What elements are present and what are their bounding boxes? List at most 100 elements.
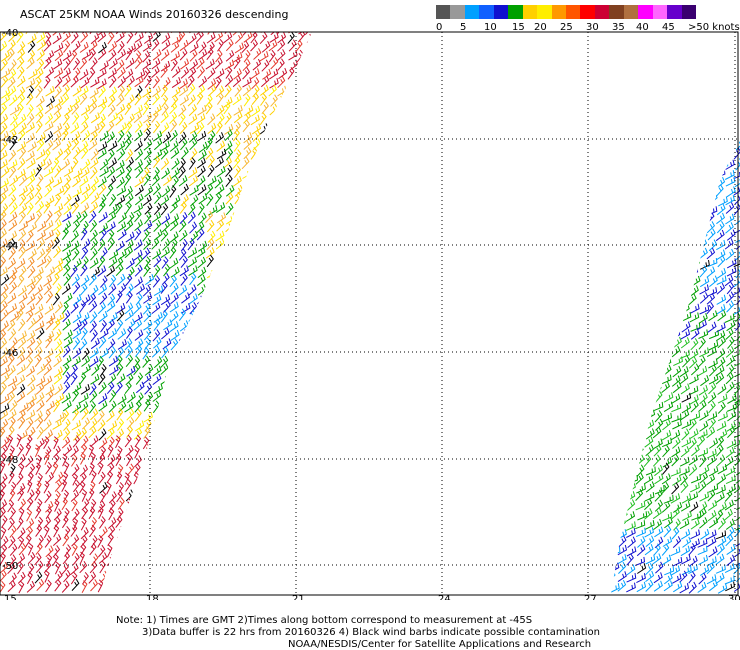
wind-barb <box>53 508 62 521</box>
wind-barb <box>133 239 143 251</box>
wind-barb <box>26 113 35 126</box>
wind-barb <box>277 348 288 359</box>
wind-barb <box>89 201 99 214</box>
wind-barb <box>661 473 671 485</box>
wind-barb <box>626 491 636 502</box>
wind-barb <box>690 338 699 351</box>
wind-barb <box>17 285 27 297</box>
wind-barb <box>286 150 296 162</box>
wind-barb <box>644 285 654 297</box>
wind-barb <box>124 102 132 116</box>
wind-barb <box>206 193 214 207</box>
wind-barb <box>116 570 125 583</box>
wind-barb <box>16 364 26 376</box>
wind-barb <box>26 257 35 270</box>
wind-barb <box>610 193 619 205</box>
wind-barb <box>161 39 171 52</box>
wind-barb <box>700 375 710 387</box>
wind-barb <box>53 58 63 70</box>
wind-barb <box>115 194 126 206</box>
scale-label: >50 knots <box>688 22 740 33</box>
wind-barb <box>305 195 312 207</box>
wind-barb <box>116 185 127 197</box>
wind-barb <box>205 101 213 115</box>
wind-barb <box>681 419 692 430</box>
wind-barb <box>46 239 55 252</box>
wind-barb <box>626 256 636 268</box>
wind-barb <box>250 193 260 205</box>
wind-barb <box>61 158 71 171</box>
wind-barb <box>179 489 186 503</box>
wind-barb <box>115 515 123 528</box>
wind-barb <box>315 147 321 159</box>
scale-label: 30 <box>586 22 599 33</box>
wind-barb <box>134 32 144 43</box>
wind-barb <box>610 402 618 413</box>
wind-barb <box>600 527 607 538</box>
wind-barb <box>153 255 162 268</box>
wind-barb <box>680 195 691 206</box>
wind-barb <box>716 267 727 279</box>
wind-barb <box>216 283 226 295</box>
wind-barb <box>618 375 628 387</box>
wind-barb <box>88 426 97 439</box>
wind-barb <box>26 202 34 215</box>
wind-barb <box>600 158 608 168</box>
wind-barb <box>672 419 682 430</box>
wind-barb <box>178 219 187 233</box>
wind-barb <box>243 138 252 150</box>
wind-barb <box>0 113 9 126</box>
wind-barb <box>717 140 727 143</box>
wind-barb <box>297 581 306 594</box>
wind-barb <box>170 167 180 179</box>
wind-barb <box>617 157 628 169</box>
wind-barb <box>171 195 181 207</box>
wind-barb <box>680 203 691 214</box>
wind-barb <box>610 303 619 315</box>
wind-barb <box>241 420 251 432</box>
wind-barb <box>106 544 113 558</box>
wind-barb <box>735 238 740 250</box>
longitude-label: 21 <box>292 594 305 600</box>
wind-barb <box>36 139 45 152</box>
wind-barb <box>90 408 99 421</box>
wind-barb <box>126 75 135 88</box>
wind-barb <box>698 400 707 412</box>
wind-barb <box>625 356 636 367</box>
wind-barb <box>44 220 54 232</box>
wind-barb <box>125 290 133 304</box>
wind-barb <box>278 238 288 250</box>
wind-barb <box>234 32 244 44</box>
wind-barb <box>251 213 261 225</box>
wind-barb <box>295 158 305 170</box>
wind-barb <box>636 411 647 422</box>
wind-barb <box>673 336 682 348</box>
wind-barb <box>0 178 9 189</box>
wind-barb <box>261 330 271 342</box>
wind-barb <box>160 373 170 385</box>
wind-barb <box>618 561 627 574</box>
wind-barb <box>689 374 699 385</box>
wind-barb <box>189 230 199 243</box>
wind-barb <box>8 94 18 107</box>
wind-barb <box>278 336 286 349</box>
wind-barb <box>198 419 207 432</box>
wind-barb <box>706 426 716 439</box>
wind-barb <box>126 283 134 296</box>
lat-lon-grid <box>0 31 738 595</box>
wind-barb <box>196 525 204 538</box>
wind-barb <box>81 220 89 234</box>
wind-barb <box>644 520 655 530</box>
wind-barb <box>224 112 232 125</box>
wind-barb <box>626 499 636 511</box>
wind-barb <box>206 506 214 520</box>
wind-barb <box>80 104 91 116</box>
wind-barb <box>215 392 225 404</box>
wind-barb <box>295 67 304 80</box>
wind-barb <box>295 85 305 98</box>
wind-barb <box>305 418 312 431</box>
wind-barb <box>270 220 280 232</box>
wind-barb <box>295 535 302 549</box>
wind-barb <box>232 392 242 405</box>
wind-barb <box>36 149 46 161</box>
